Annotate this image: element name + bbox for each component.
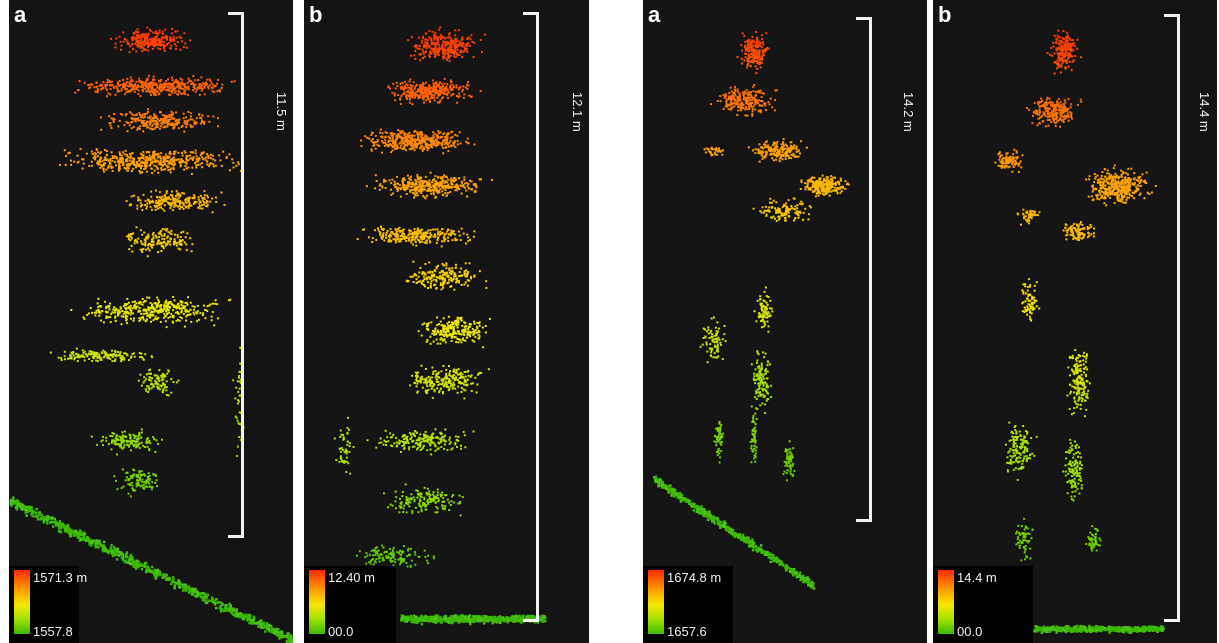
color-scale-bar [938, 570, 954, 634]
panel-label: b [309, 2, 323, 27]
legend-min-label: 00.0 [328, 624, 354, 639]
panel-2-normalized-height: b 12.1 m 12.40 m 00.0 [304, 0, 589, 643]
height-bracket [1164, 14, 1180, 622]
point-cloud-image [994, 29, 1165, 635]
legend-max-label: 1571.3 m [33, 570, 88, 585]
panel-1-absolute-elevation: a 11.5 m 1571.3 m 1557.8 [9, 0, 293, 643]
height-label: 14.2 m [901, 92, 916, 132]
color-scale-bar [648, 570, 664, 634]
panel-4-normalized-height: b 14.4 m 14.4 m 00.0 [933, 0, 1217, 643]
legend-min-label: 1657.6 [667, 624, 707, 639]
panel-label: b [938, 2, 952, 27]
legend-max-label: 14.4 m [957, 570, 997, 585]
point-cloud-image [9, 26, 293, 643]
height-label: 14.4 m [1197, 92, 1212, 132]
legend-min-label: 1557.8 [33, 624, 73, 639]
height-bracket [856, 17, 872, 522]
panel-label: a [14, 2, 27, 27]
color-scale-bar [14, 570, 30, 634]
legend-min-label: 00.0 [957, 624, 983, 639]
panel-label: a [648, 2, 661, 27]
color-scale-bar [309, 570, 325, 634]
point-cloud-image [653, 30, 850, 590]
panel-3-absolute-elevation: a 14.2 m 1674.8 m 1657.6 [643, 0, 927, 643]
point-cloud-image [333, 26, 547, 626]
legend-max-label: 1674.8 m [667, 570, 722, 585]
legend-max-label: 12.40 m [328, 570, 375, 585]
height-label: 12.1 m [570, 92, 585, 132]
height-bracket [523, 12, 539, 622]
height-label: 11.5 m [274, 92, 289, 131]
height-bracket [228, 12, 244, 538]
